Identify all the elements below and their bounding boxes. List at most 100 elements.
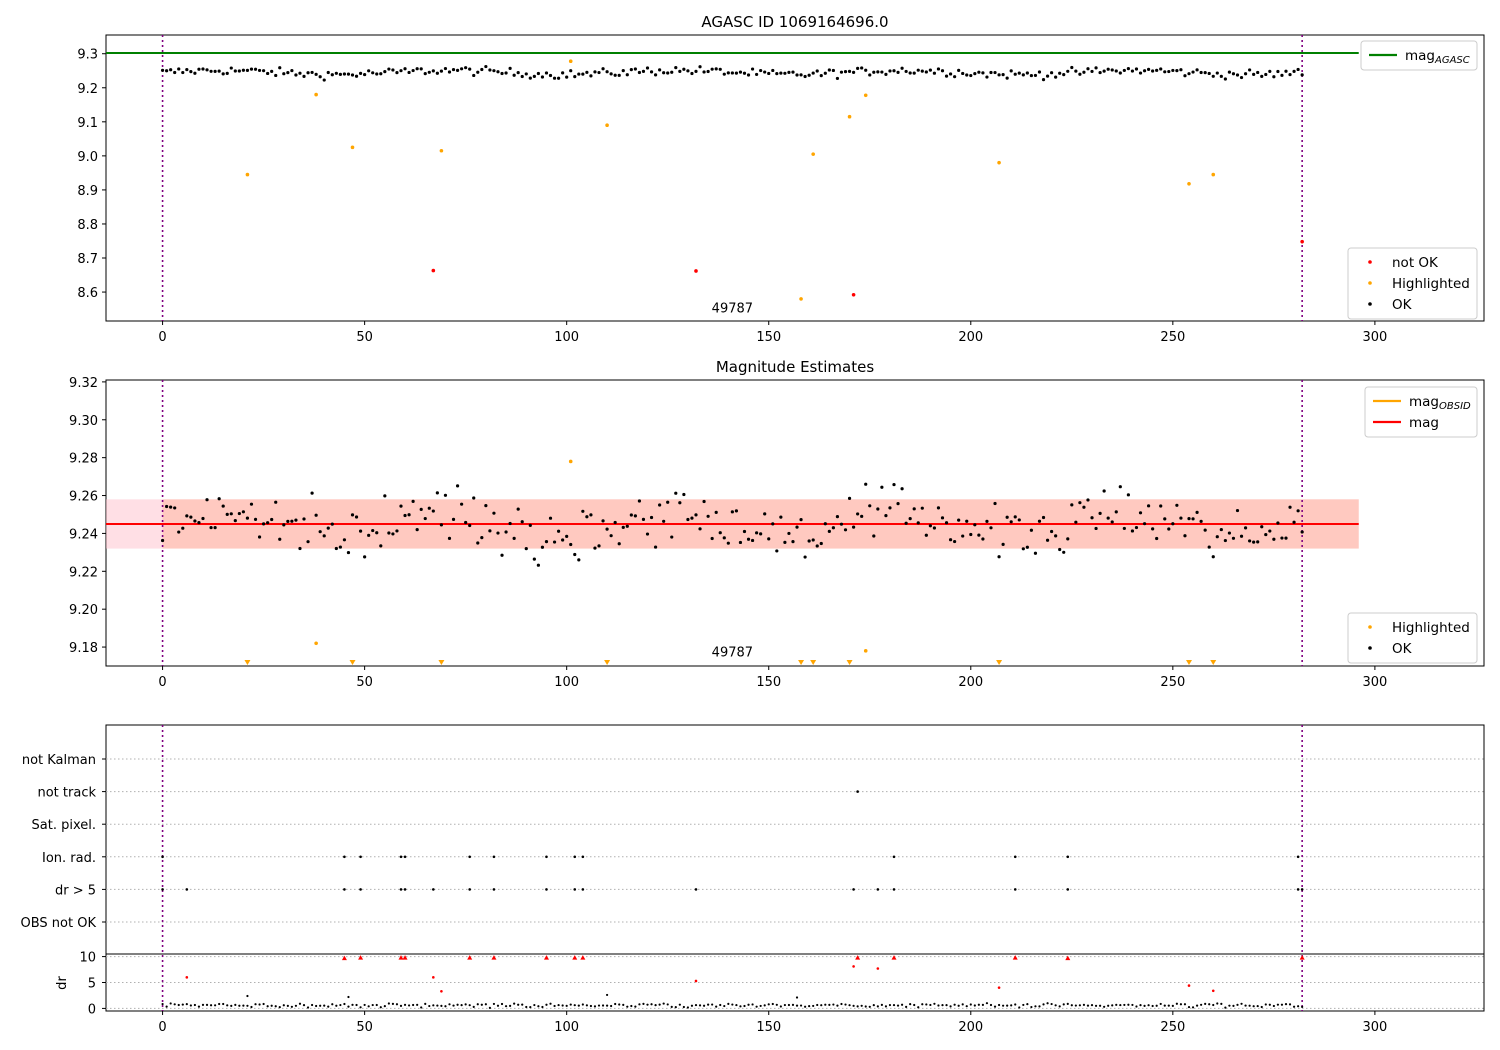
p1-ok-point	[1134, 67, 1139, 71]
p3-flag-point	[399, 888, 403, 891]
p2-ok-point	[795, 525, 799, 529]
p2-ok-point	[189, 515, 193, 519]
p2-ok-point	[767, 537, 771, 541]
p3-dr-ok-point	[828, 1003, 831, 1006]
p2-ok-point	[492, 511, 496, 515]
p2-ok-point	[831, 526, 835, 530]
p3-dr-ok-point	[1240, 1002, 1243, 1005]
p2-ok-point	[472, 496, 476, 500]
p1-ok-point	[1175, 69, 1179, 73]
p1-ok-point	[868, 73, 872, 77]
p2-ok-point	[1146, 504, 1151, 508]
p2-ok-point	[726, 541, 730, 545]
p3-flag-point	[1296, 888, 1300, 891]
p1-ok-point	[839, 70, 844, 74]
p3-dr-ok-point	[533, 1003, 536, 1007]
p2-ok-point	[653, 545, 658, 549]
p3-dr-ok-point	[355, 1003, 358, 1007]
p3-dr-ok-point	[1010, 1004, 1013, 1007]
p2-ok-point	[682, 492, 686, 497]
p3-dr-ok-point	[973, 1004, 976, 1007]
p1-ok-point	[387, 67, 391, 71]
p3-dr-ok-point	[1276, 1003, 1280, 1006]
p3-flag-point	[892, 855, 896, 859]
p3-dr-ok-point	[561, 1004, 564, 1007]
p3-dr-ok-point	[1086, 1004, 1090, 1007]
p2-ok-point	[185, 514, 189, 518]
p3-dr-ok-point	[315, 1004, 318, 1008]
p1-ok-point	[940, 69, 945, 73]
p1-ok-point	[221, 72, 225, 76]
p1-ok-point	[977, 70, 981, 74]
p2-ok-point	[989, 526, 993, 530]
p2-ok-point	[407, 513, 411, 517]
p2-ok-point	[896, 502, 900, 506]
p2-ok-point	[973, 523, 977, 527]
p1-ok-point	[1227, 70, 1232, 74]
p1-ok-point	[249, 67, 254, 71]
p1-ok-point	[330, 73, 334, 77]
p3-dr-ok-point	[702, 1004, 706, 1007]
p1-ok-point	[1058, 71, 1062, 75]
p3-dr-ok-point	[880, 1003, 883, 1006]
p1-xtick-label: 200	[958, 330, 983, 345]
p1-highlighted-point	[863, 93, 868, 98]
p2-ok-point	[1252, 540, 1256, 544]
p1-ok-point	[1078, 72, 1082, 76]
p2-ok-point	[209, 525, 213, 530]
p2-ok-point	[617, 542, 621, 546]
agasc-magnitude-panel: AGASC ID 1069164696.0 49787 0 50 100 150 200…	[77, 13, 1485, 345]
p3-dr-ok-point	[727, 1002, 730, 1005]
p2-ok-point	[1074, 520, 1078, 524]
p1-highlighted-point	[314, 92, 318, 97]
p2-ok-point	[981, 537, 985, 541]
p1-ok-point	[217, 69, 221, 73]
p1-ok-point	[1296, 67, 1300, 72]
p1-ytick-label: 8.6	[77, 286, 98, 301]
p2-ok-point	[1041, 515, 1046, 520]
p1-ok-point	[876, 70, 880, 74]
p1-ok-point	[892, 69, 896, 73]
p3-dr-ok-point	[605, 993, 609, 997]
p2-ok-point	[169, 505, 173, 509]
p3-dr-ok-point	[787, 1003, 791, 1007]
p3-xtick-label: 250	[1160, 1020, 1185, 1035]
p3-dr-ok-point	[375, 1003, 378, 1007]
p1-ok-point	[451, 67, 456, 72]
p3-dr-ok-point	[715, 1005, 718, 1008]
p1-ok-point	[266, 71, 270, 76]
p3-dr-ok-point	[1264, 1003, 1267, 1006]
p3-dr-ok-point	[610, 1004, 613, 1008]
p1-ok-point	[500, 71, 504, 76]
p3-dr-ok-point	[1232, 1004, 1235, 1007]
p1-ok-point	[556, 76, 561, 80]
p3-dr-ok-point	[440, 1004, 443, 1008]
p2-ok-point	[1090, 516, 1094, 520]
p3-dr-ok-point	[682, 1005, 685, 1009]
p2-ok-point	[435, 491, 439, 495]
p2-ok-point	[431, 509, 435, 513]
p1-ok-point	[1146, 67, 1151, 71]
p1-ok-point	[561, 71, 565, 75]
p1-ok-point	[726, 71, 730, 75]
p2-ok-point	[387, 531, 391, 535]
p3-dr-ok-point	[993, 1005, 997, 1008]
p1-ok-point	[819, 74, 823, 78]
p1-ok-point	[795, 73, 799, 77]
p1-ok-point	[755, 72, 759, 77]
p1-ok-point	[520, 74, 524, 79]
p2-ok-point	[1280, 536, 1284, 540]
p2-ok-point	[363, 555, 367, 559]
p3-xtick-label: 300	[1362, 1020, 1387, 1035]
p2-ok-point	[1142, 522, 1147, 526]
p3-dr-ok-point	[981, 1003, 985, 1006]
p2-ok-point	[1272, 537, 1276, 541]
p3-dr-ok-point	[327, 1005, 330, 1008]
p3-dr-ok-point	[1216, 1002, 1219, 1005]
p3-dr-ok-point	[541, 1005, 544, 1009]
p1-ok-point	[334, 71, 338, 75]
p2-ok-point	[856, 512, 860, 516]
p3-dr-ok-point	[238, 1004, 241, 1007]
p2-ok-point	[451, 517, 456, 521]
p1-ok-point	[322, 78, 326, 82]
